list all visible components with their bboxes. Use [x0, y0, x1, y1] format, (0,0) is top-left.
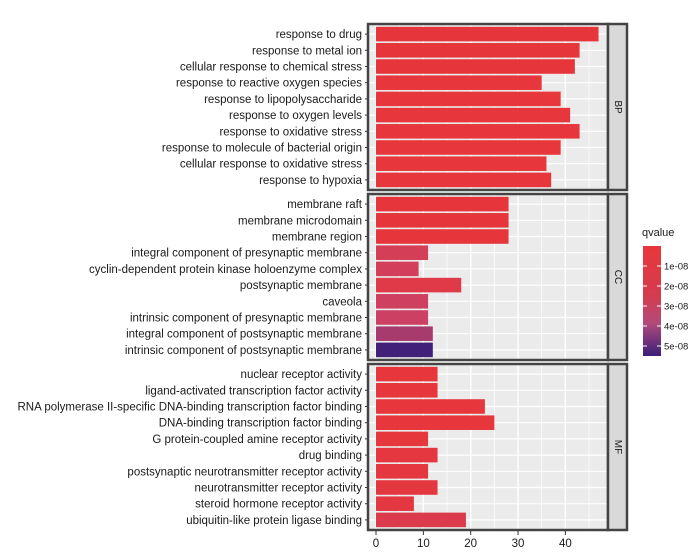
bar-mf-1 — [376, 383, 438, 398]
facet-panel-bp: response to drug response to metal ion cel… — [162, 22, 629, 192]
bar-mf-5 — [376, 447, 438, 463]
bar-mf-4 — [376, 431, 429, 447]
category-label: postsynaptic neurotransmitter receptor a… — [127, 466, 362, 478]
facet-strip-label: CC — [612, 270, 623, 284]
category-label: response to hypoxia — [259, 175, 363, 187]
category-label: postsynaptic membrane — [240, 280, 362, 292]
x-tick-label: 0 — [373, 538, 379, 550]
category-label: response to lipopolysaccharide — [204, 94, 362, 106]
facet-strip — [606, 22, 629, 192]
category-label: ubiquitin-like protein ligase binding — [186, 515, 362, 527]
bar-cc-7 — [376, 310, 429, 325]
legend-tick-label: 5e-08 — [664, 342, 688, 353]
category-label: intrinsic component of presynaptic membr… — [130, 313, 362, 325]
bar-mf-8 — [376, 496, 414, 511]
bar-mf-2 — [376, 399, 485, 414]
category-label: response to oxidative stress — [219, 126, 362, 138]
category-label: integral component of postsynaptic membr… — [126, 329, 362, 341]
bar-bp-7 — [376, 140, 561, 155]
legend-colorbar — [643, 246, 661, 356]
category-label: cellular response to oxidative stress — [180, 159, 362, 171]
category-label: membrane raft — [287, 199, 363, 211]
bar-mf-3 — [376, 415, 495, 430]
category-label: cyclin-dependent protein kinase holoenzy… — [89, 264, 362, 276]
category-label: ligand-activated transcription factor ac… — [145, 385, 362, 397]
bar-cc-1 — [376, 213, 509, 228]
qvalue-legend: qvalue 1e-08 2e-08 3e-08 4e-08 5e-08 — [642, 227, 688, 356]
facet-strip — [606, 362, 629, 532]
facet-panels: response to drug response to metal ion cel… — [17, 22, 629, 532]
category-label: RNA polymerase II-specific DNA-binding t… — [17, 402, 362, 414]
bar-cc-8 — [376, 326, 433, 341]
facet-strip-label: MF — [612, 440, 623, 454]
facet-panel-mf: nuclear receptor activity ligand-activate… — [17, 362, 629, 532]
bar-bp-9 — [376, 172, 552, 188]
facet-panel-cc: membrane raft membrane microdomain membran… — [89, 192, 629, 362]
x-tick-label: 40 — [559, 538, 572, 550]
legend-title: qvalue — [642, 227, 674, 239]
category-label: response to metal ion — [252, 45, 362, 57]
category-label: response to reactive oxygen species — [176, 78, 362, 90]
legend-tick-label: 1e-08 — [664, 262, 688, 273]
bar-bp-3 — [376, 75, 542, 90]
category-label: response to molecule of bacterial origin — [162, 143, 362, 155]
category-label: drug binding — [299, 450, 362, 462]
category-label: response to drug — [276, 29, 362, 41]
category-label: response to oxygen levels — [229, 110, 362, 122]
category-label: steroid hormone receptor activity — [195, 499, 362, 511]
bar-bp-2 — [376, 59, 575, 74]
bar-cc-6 — [376, 294, 429, 309]
facet-strip-label: BP — [612, 100, 623, 114]
category-label: membrane microdomain — [238, 215, 362, 227]
category-label: G protein-coupled amine receptor activit… — [152, 434, 362, 446]
category-label: neurotransmitter receptor activity — [195, 483, 363, 495]
bar-cc-2 — [376, 229, 509, 244]
legend-tick-label: 3e-08 — [664, 302, 688, 313]
category-label: nuclear receptor activity — [241, 369, 363, 381]
bar-cc-0 — [376, 196, 509, 212]
category-label: integral component of presynaptic membra… — [131, 248, 362, 260]
legend-tick-label: 4e-08 — [664, 322, 688, 333]
bar-bp-0 — [376, 26, 599, 42]
x-tick-label: 10 — [417, 538, 430, 550]
x-tick-label: 20 — [464, 538, 477, 550]
bar-bp-8 — [376, 156, 547, 171]
bar-cc-9 — [376, 342, 433, 358]
category-label: DNA-binding transcription factor binding — [159, 418, 362, 430]
category-label: intrinsic component of postsynaptic memb… — [125, 345, 362, 357]
bar-cc-4 — [376, 261, 419, 277]
bar-mf-7 — [376, 480, 438, 495]
facet-strip — [606, 192, 629, 362]
category-label: membrane region — [272, 232, 362, 244]
x-tick-label: 30 — [512, 538, 525, 550]
bar-bp-1 — [376, 43, 580, 58]
legend-tick-label: 2e-08 — [664, 282, 688, 293]
bar-cc-3 — [376, 245, 429, 260]
bar-bp-4 — [376, 91, 561, 107]
x-axis: 0 10 20 30 40 — [373, 531, 572, 550]
bar-mf-0 — [376, 366, 438, 382]
category-label: caveola — [322, 296, 362, 308]
bar-bp-6 — [376, 124, 580, 139]
bar-bp-5 — [376, 107, 571, 123]
category-label: cellular response to chemical stress — [180, 62, 362, 74]
bar-mf-6 — [376, 464, 429, 479]
bar-cc-5 — [376, 277, 462, 293]
bar-mf-9 — [376, 512, 466, 528]
